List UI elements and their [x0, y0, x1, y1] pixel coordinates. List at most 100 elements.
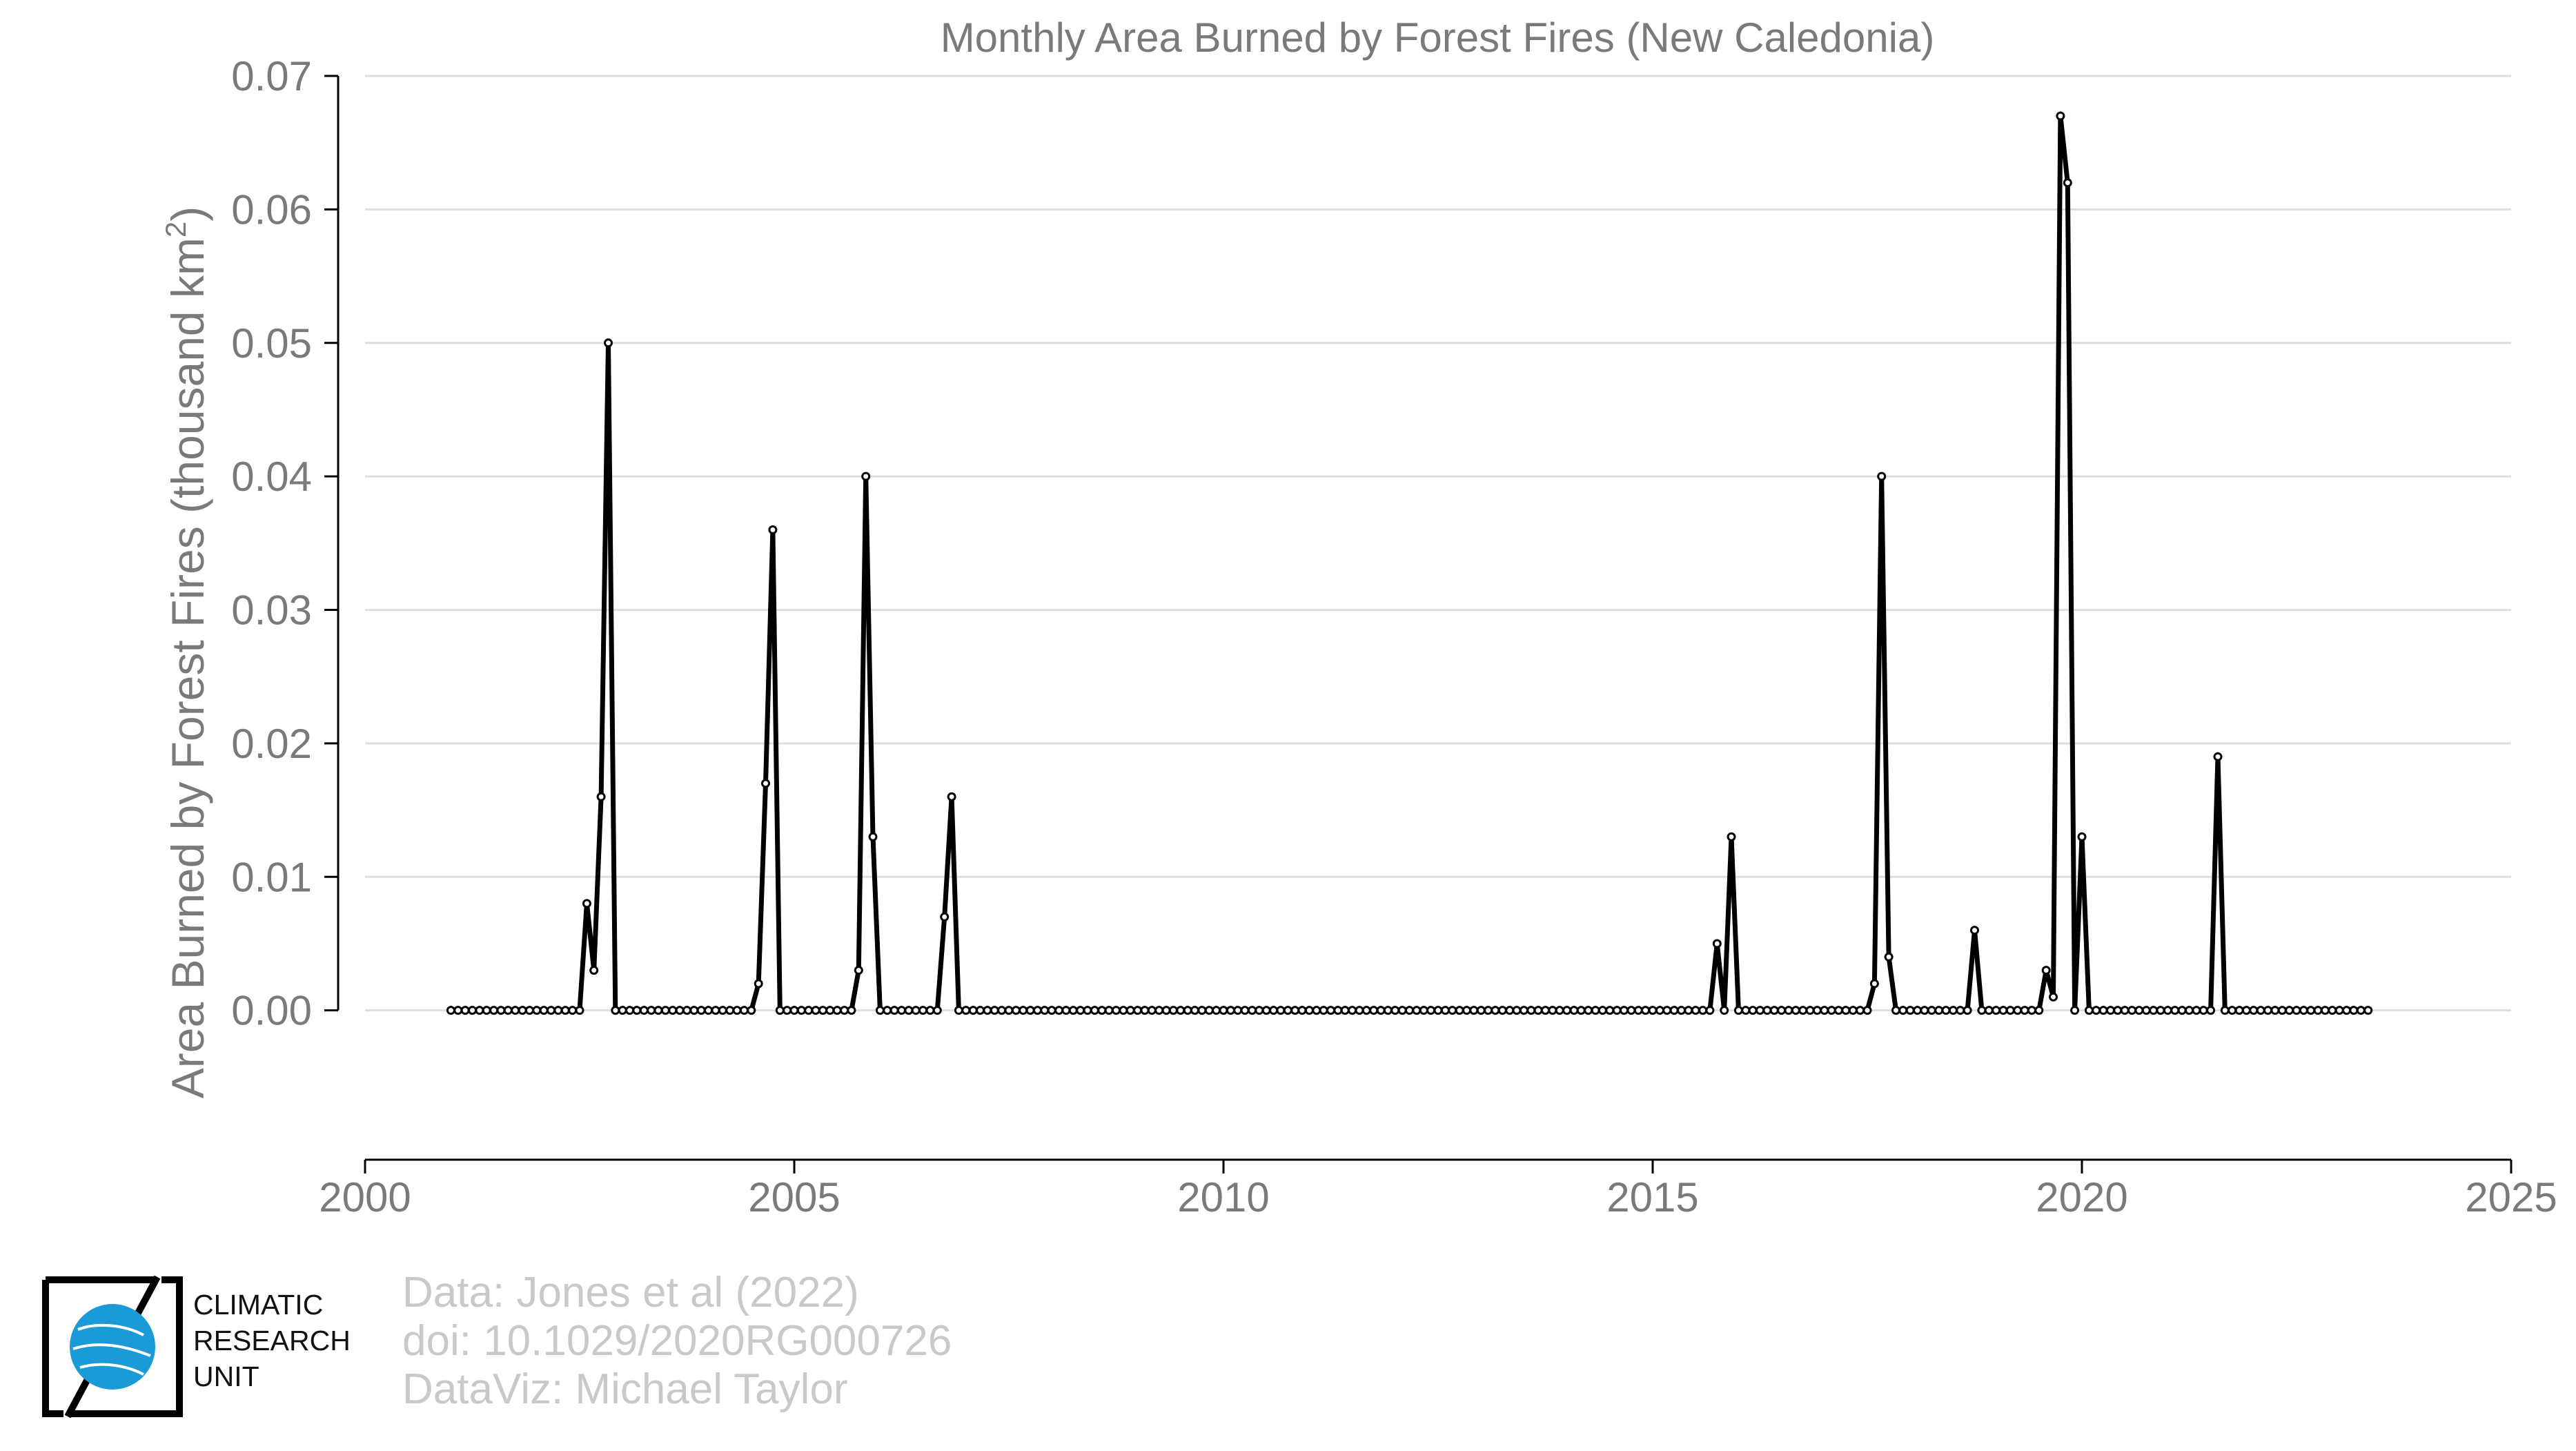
data-point-2005-05	[818, 1006, 827, 1015]
data-point-2001-05	[475, 1006, 484, 1015]
logo-line-2: RESEARCH	[193, 1325, 351, 1356]
data-point-2004-03	[718, 1006, 727, 1015]
cru-logo: CLIMATIC RESEARCH UNIT	[40, 1274, 357, 1419]
data-point-2006-01	[875, 1006, 885, 1015]
data-point-2012-10	[1455, 1006, 1464, 1015]
data-point-2018-10	[1970, 926, 1979, 935]
data-point-2017-10	[1884, 952, 1894, 962]
data-point-2005-11	[861, 471, 871, 481]
data-point-2004-05	[732, 1006, 742, 1015]
data-point-2003-07	[660, 1006, 670, 1015]
line-chart: Monthly Area Burned by Forest Fires (New…	[159, 14, 2557, 1220]
data-point-2010-12	[1297, 1006, 1307, 1015]
data-point-2014-03	[1576, 1006, 1586, 1015]
data-point-2016-12	[1812, 1006, 1822, 1015]
data-point-2016-11	[1805, 1006, 1815, 1015]
data-point-2020-08	[2127, 1006, 2137, 1015]
data-point-2004-04	[725, 1006, 735, 1015]
data-point-2003-01	[618, 1006, 627, 1015]
data-point-2015-01	[1648, 1006, 1658, 1015]
data-point-2003-10	[682, 1006, 691, 1015]
data-point-2010-11	[1290, 1006, 1300, 1015]
data-point-2023-04	[2356, 1006, 2366, 1015]
data-point-2019-05	[2020, 1006, 2029, 1015]
data-point-2010-10	[1283, 1006, 1292, 1015]
data-point-2012-04	[1412, 1006, 1422, 1015]
data-point-2011-02	[1312, 1006, 1321, 1015]
data-point-2022-06	[2285, 1006, 2294, 1015]
data-point-2007-06	[997, 1006, 1007, 1015]
data-point-2008-04	[1068, 1006, 1078, 1015]
data-point-2003-02	[625, 1006, 635, 1015]
data-point-2017-04	[1841, 1006, 1851, 1015]
data-point-2002-01	[532, 1006, 542, 1015]
data-point-2022-10	[2313, 1006, 2323, 1015]
data-point-2023-01	[2334, 1006, 2344, 1015]
data-point-2002-06	[568, 1006, 578, 1015]
x-tick-label-2015: 2015	[1606, 1174, 1698, 1220]
data-point-2023-02	[2342, 1006, 2352, 1015]
x-tick-label-2005: 2005	[748, 1174, 840, 1220]
data-point-2015-11	[1720, 1006, 1729, 1015]
data-point-2004-10	[768, 525, 778, 534]
data-point-2004-12	[783, 1006, 792, 1015]
data-point-2020-11	[2149, 1006, 2159, 1015]
data-point-2022-05	[2277, 1006, 2287, 1015]
data-point-2014-10	[1626, 1006, 1636, 1015]
data-point-2002-05	[560, 1006, 570, 1015]
data-point-2015-05	[1677, 1006, 1686, 1015]
data-point-2012-01	[1390, 1006, 1400, 1015]
data-point-2021-12	[2241, 1006, 2251, 1015]
data-point-2019-11	[2063, 178, 2072, 188]
data-point-2015-10	[1712, 939, 1722, 948]
data-point-2021-06	[2199, 1006, 2208, 1015]
data-point-2013-01	[1476, 1006, 1486, 1015]
data-point-2014-01	[1562, 1006, 1572, 1015]
data-point-2006-02	[883, 1006, 892, 1015]
data-point-2021-11	[2234, 1006, 2244, 1015]
data-point-2013-08	[1526, 1006, 1536, 1015]
data-point-2005-02	[796, 1006, 806, 1015]
data-point-2021-08	[2213, 752, 2223, 761]
data-point-2003-03	[632, 1006, 642, 1015]
data-point-2019-03	[2005, 1006, 2015, 1015]
y-tick-label-0.05: 0.05	[231, 320, 312, 367]
data-point-2020-07	[2120, 1006, 2130, 1015]
y-tick-label-0.01: 0.01	[231, 854, 312, 900]
data-point-2019-08	[2041, 966, 2051, 975]
data-point-2007-11	[1033, 1006, 1042, 1015]
logo-line-3: UNIT	[193, 1361, 259, 1392]
credit-dataviz: DataViz: Michael Taylor	[402, 1365, 848, 1413]
data-point-2006-04	[897, 1006, 906, 1015]
data-point-2009-04	[1154, 1006, 1164, 1015]
data-point-2005-06	[825, 1006, 835, 1015]
data-point-2007-05	[990, 1006, 999, 1015]
data-point-2018-01	[1905, 1006, 1915, 1015]
data-point-2013-07	[1519, 1006, 1528, 1015]
data-point-2009-01	[1133, 1006, 1143, 1015]
data-point-2010-03	[1233, 1006, 1243, 1015]
data-point-2001-10	[511, 1006, 520, 1015]
data-point-2008-10	[1112, 1006, 1121, 1015]
data-point-2009-05	[1161, 1006, 1171, 1015]
data-point-2008-09	[1104, 1006, 1114, 1015]
data-point-2012-06	[1426, 1006, 1436, 1015]
data-point-2019-06	[2027, 1006, 2036, 1015]
data-point-2011-05	[1333, 1006, 1343, 1015]
data-point-2005-03	[804, 1006, 814, 1015]
data-point-2022-12	[2328, 1006, 2337, 1015]
data-point-2003-04	[639, 1006, 649, 1015]
data-point-2023-03	[2349, 1006, 2359, 1015]
data-point-2001-12	[524, 1006, 534, 1015]
credit-data-source: Data: Jones et al (2022)	[402, 1269, 859, 1316]
data-point-2022-08	[2299, 1006, 2308, 1015]
data-point-2013-09	[1533, 1006, 1543, 1015]
data-point-2016-07	[1777, 1006, 1787, 1015]
data-point-2013-05	[1505, 1006, 1515, 1015]
data-point-2001-11	[518, 1006, 527, 1015]
data-point-2019-01	[1992, 1006, 2001, 1015]
data-point-2019-12	[2070, 1006, 2080, 1015]
data-point-2018-12	[1984, 1006, 1994, 1015]
data-point-2016-09	[1791, 1006, 1800, 1015]
y-tick-label-0.03: 0.03	[231, 587, 312, 634]
